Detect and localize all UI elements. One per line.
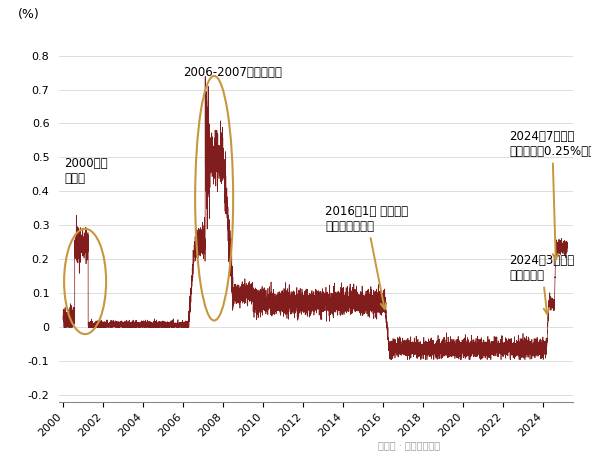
Text: 2024年3月会议
退出负利率: 2024年3月会议 退出负利率: [509, 254, 574, 314]
Text: (%): (%): [18, 8, 40, 21]
Text: 2006-2007年加息周期: 2006-2007年加息周期: [183, 66, 282, 79]
Text: 公众号 · 中金外汇研究: 公众号 · 中金外汇研究: [378, 441, 440, 451]
Text: 2000年加
息周期: 2000年加 息周期: [64, 157, 108, 185]
Text: 2024年7月会议
决定加息至0.25%附近: 2024年7月会议 决定加息至0.25%附近: [509, 130, 591, 260]
Text: 2016年1月 日本央行
宣布导入负利率: 2016年1月 日本央行 宣布导入负利率: [325, 205, 408, 309]
